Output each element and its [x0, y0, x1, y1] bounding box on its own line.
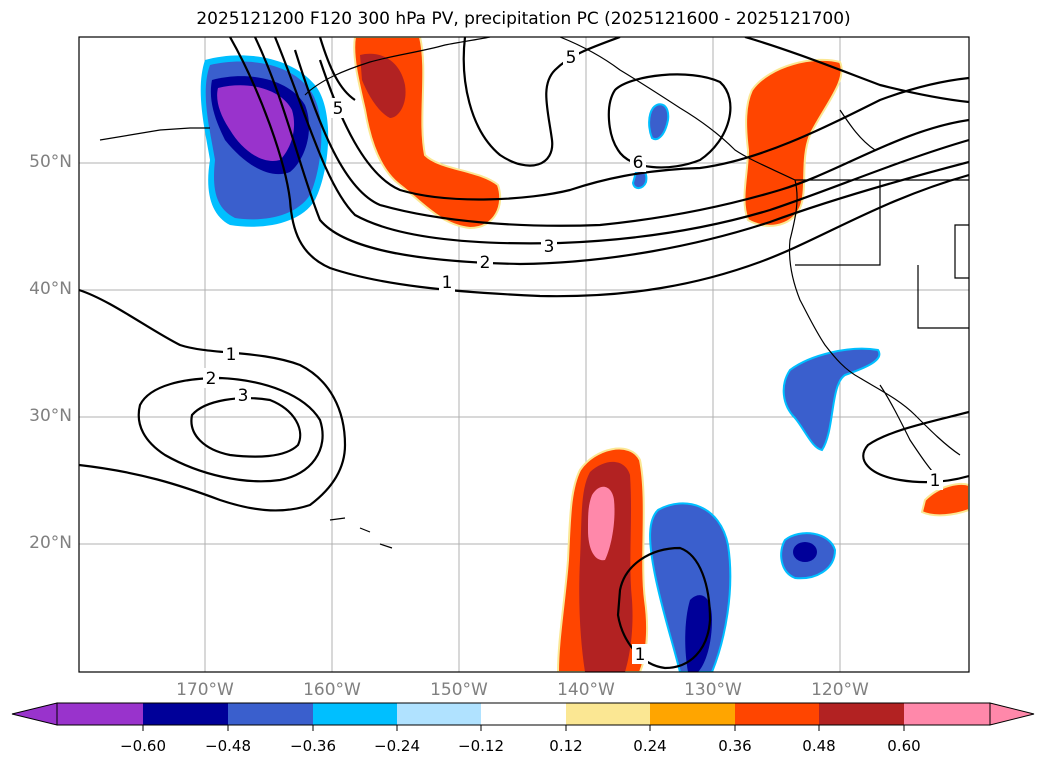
pv-contour-inner-alaska [318, 37, 356, 101]
lat-label: 20°N [29, 533, 72, 553]
colorbar-tick-label: −0.48 [205, 737, 251, 755]
pv-label: 3 [238, 386, 249, 406]
colorbar-tick-label: 0.48 [802, 737, 836, 755]
pv-label: 1 [442, 273, 453, 293]
pv-label: 3 [544, 237, 555, 257]
pv-label: 1 [226, 345, 237, 365]
pv-contour-5-north [318, 59, 969, 201]
pv-contour-1-subtropical [79, 288, 347, 512]
precip-positive-tropics [556, 447, 649, 672]
pv-contour-north-top [744, 37, 969, 104]
lat-label: 40°N [29, 279, 72, 299]
pv-contour-1-mexico [862, 410, 969, 484]
precip-negative-gulf-alaska [631, 103, 670, 190]
pv-contour-3-north [273, 37, 969, 245]
pv-contour-2-subtropical [137, 376, 324, 483]
colorbar-tick-label: −0.60 [120, 737, 166, 755]
pv-contour-2-north [254, 37, 969, 266]
pv-label: 2 [480, 253, 491, 273]
precip-positive-alaska [353, 37, 502, 230]
pv-contour-1-north [229, 37, 969, 298]
lon-label: 160°W [303, 680, 361, 700]
pv-label: 1 [930, 471, 941, 491]
pv-label: 1 [635, 645, 646, 665]
colorbar-tick-label: 0.60 [887, 737, 921, 755]
colorbar-tick-label: −0.12 [458, 737, 504, 755]
lat-label: 30°N [29, 406, 72, 426]
precip-negative-aleutian [200, 55, 329, 227]
colorbar-tick-label: 0.36 [718, 737, 752, 755]
pv-label: 2 [206, 369, 217, 389]
pv-contour-5-loop [462, 37, 621, 167]
colorbar-tick-label: −0.36 [290, 737, 336, 755]
pv-contour-6-loop [607, 73, 732, 169]
precip-negative-tropics [649, 502, 837, 672]
map-title: 2025121200 F120 300 hPa PV, precipitatio… [196, 9, 851, 29]
pv-contour-3-subtropical [190, 397, 302, 458]
map-frame [78, 36, 970, 673]
colorbar-tick-label: 0.12 [549, 737, 583, 755]
lon-label: 170°W [176, 680, 234, 700]
colorbar-tick-label: −0.24 [374, 737, 420, 755]
pv-label: 5 [333, 99, 344, 119]
lon-label: 120°W [811, 680, 869, 700]
pv-label: 6 [633, 153, 644, 173]
colorbar [11, 702, 1035, 731]
lon-label: 150°W [430, 680, 488, 700]
lon-label: 130°W [684, 680, 742, 700]
precip-positive-nw-coast [743, 58, 843, 227]
pv-label: 5 [566, 48, 577, 68]
precip-negative-baja [782, 347, 881, 452]
lat-label: 50°N [29, 152, 72, 172]
lon-label: 140°W [557, 680, 615, 700]
pv-contour-4-north [293, 49, 969, 227]
colorbar-tick-label: 0.24 [633, 737, 667, 755]
